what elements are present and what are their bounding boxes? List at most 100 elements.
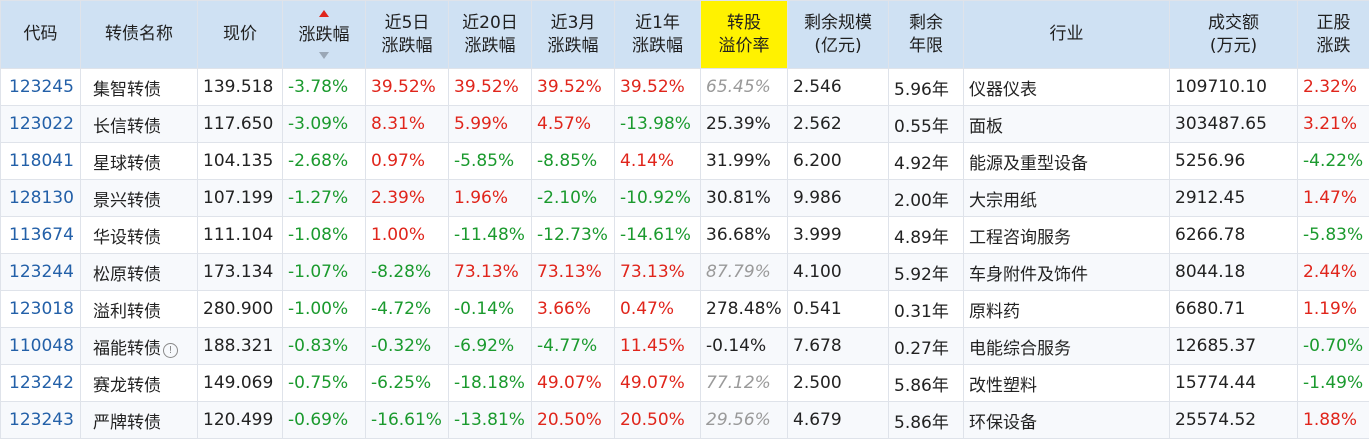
turnover-cell-text: 109710.10: [1175, 77, 1267, 97]
table-row[interactable]: 123243 严牌转债 120.499 -0.69% -16.61% -13.81% 20.…: [0, 401, 1369, 439]
bond-name-cell[interactable]: 松原转债: [80, 253, 198, 291]
col-header-change[interactable]: 涨跌幅: [282, 0, 366, 69]
col-header-scale[interactable]: 剩余规模 (亿元): [787, 0, 889, 69]
table-row[interactable]: 123022 长信转债 117.650 -3.09% 8.31% 5.99% 4.57% -1…: [0, 105, 1369, 143]
chg20d-cell: 5.99%: [448, 105, 532, 143]
sort-up-arrow-icon: [319, 10, 329, 17]
scale-cell: 3.999: [787, 216, 889, 254]
industry-cell-text: 能源及重型设备: [969, 153, 1088, 174]
col-header-code[interactable]: 代码: [0, 0, 81, 69]
price-cell: 107.199: [197, 179, 283, 217]
sort-down-arrow-icon: [319, 52, 329, 59]
industry-cell: 环保设备: [963, 401, 1170, 439]
change-cell: -1.00%: [282, 290, 366, 328]
col-header-price[interactable]: 现价: [197, 0, 283, 69]
bond-name-cell-text: 华设转债: [93, 227, 161, 248]
chg3m-cell-text: 73.13%: [537, 262, 602, 282]
bond-name-cell[interactable]: 福能转债!: [80, 327, 198, 365]
chg3m-cell: -4.77%: [531, 327, 615, 365]
chg1y-cell-text: 20.50%: [620, 410, 685, 430]
bond-code-cell[interactable]: 123244: [0, 253, 81, 291]
turnover-cell-text: 5256.96: [1175, 151, 1246, 171]
table-row[interactable]: 113674 华设转债 111.104 -1.08% 1.00% -11.48% -12.7…: [0, 216, 1369, 254]
turnover-cell: 6680.71: [1169, 290, 1298, 328]
price-cell: 117.650: [197, 105, 283, 143]
bond-code-cell[interactable]: 128130: [0, 179, 81, 217]
price-cell-text: 107.199: [203, 188, 274, 208]
chg1y-cell-text: 4.14%: [620, 151, 675, 171]
header-row: 代码 转债名称 现价 涨跌幅 近5日 涨跌幅 近20日 涨跌幅 近3月 涨跌幅 近1年…: [0, 0, 1369, 69]
bond-name-cell[interactable]: 集智转债: [80, 68, 198, 106]
turnover-cell-text: 6266.78: [1175, 225, 1246, 245]
table-row[interactable]: 128130 景兴转债 107.199 -1.27% 2.39% 1.96% -2.10% -…: [0, 179, 1369, 217]
stock-change-cell: 3.21%: [1297, 105, 1369, 143]
chg20d-cell-text: -13.81%: [454, 410, 525, 430]
col-header-chg5d[interactable]: 近5日 涨跌幅: [365, 0, 449, 69]
col-header-chg20d[interactable]: 近20日 涨跌幅: [448, 0, 532, 69]
table-row[interactable]: 123245 集智转债 139.518 -3.78% 39.52% 39.52% 39.52…: [0, 68, 1369, 106]
bond-code-cell[interactable]: 123022: [0, 105, 81, 143]
chg1y-cell: 20.50%: [614, 401, 701, 439]
bond-code-cell[interactable]: 123018: [0, 290, 81, 328]
chg20d-cell: -18.18%: [448, 364, 532, 402]
bond-code-cell[interactable]: 118041: [0, 142, 81, 180]
scale-cell-text: 0.541: [793, 299, 842, 319]
col-header-turnover[interactable]: 成交额 (万元): [1169, 0, 1298, 69]
premium-cell: -0.14%: [700, 327, 788, 365]
chg20d-cell: -0.14%: [448, 290, 532, 328]
term-cell: 4.89年: [888, 216, 964, 254]
sort-indicator[interactable]: 涨跌幅: [299, 10, 350, 59]
turnover-cell: 2912.45: [1169, 179, 1298, 217]
change-cell-text: -1.08%: [288, 225, 349, 245]
chg20d-cell-text: -5.85%: [454, 151, 515, 171]
industry-cell-text: 仪器仪表: [969, 79, 1037, 100]
chg5d-cell-text: 8.31%: [371, 114, 426, 134]
col-header-premium[interactable]: 转股 溢价率: [700, 0, 788, 69]
bond-code-cell[interactable]: 123243: [0, 401, 81, 439]
table-row[interactable]: 123242 赛龙转债 149.069 -0.75% -6.25% -18.18% 49.0…: [0, 364, 1369, 402]
price-cell-text: 117.650: [203, 114, 274, 134]
term-cell: 0.55年: [888, 105, 964, 143]
table-row[interactable]: 123018 溢利转债 280.900 -1.00% -4.72% -0.14% 3.66%…: [0, 290, 1369, 328]
chg5d-cell-text: 39.52%: [371, 77, 436, 97]
chg20d-cell-text: -11.48%: [454, 225, 525, 245]
chg3m-cell-text: -8.85%: [537, 151, 598, 171]
bond-name-cell[interactable]: 溢利转债: [80, 290, 198, 328]
bond-code-cell[interactable]: 123245: [0, 68, 81, 106]
bond-name-cell[interactable]: 长信转债: [80, 105, 198, 143]
chg20d-cell-text: 5.99%: [454, 114, 509, 134]
col-header-industry[interactable]: 行业: [963, 0, 1170, 69]
bond-name-cell[interactable]: 赛龙转债: [80, 364, 198, 402]
chg1y-cell-text: 49.07%: [620, 373, 685, 393]
table-row[interactable]: 123244 松原转债 173.134 -1.07% -8.28% 73.13% 73.13…: [0, 253, 1369, 291]
bond-code-cell[interactable]: 113674: [0, 216, 81, 254]
term-cell-text: 5.86年: [894, 412, 949, 433]
price-cell-text: 149.069: [203, 373, 274, 393]
bond-code-cell[interactable]: 110048: [0, 327, 81, 365]
bond-code-cell-text: 123244: [9, 262, 74, 282]
chg1y-cell-text: 73.13%: [620, 262, 685, 282]
term-cell-text: 4.89年: [894, 227, 949, 248]
table-row[interactable]: 110048 福能转债! 188.321 -0.83% -0.32% -6.92% -4.7…: [0, 327, 1369, 365]
chg1y-cell: 0.47%: [614, 290, 701, 328]
bond-name-cell[interactable]: 星球转债: [80, 142, 198, 180]
col-header-stock-change[interactable]: 正股 涨跌: [1297, 0, 1369, 69]
chg1y-cell-text: 39.52%: [620, 77, 685, 97]
col-header-name[interactable]: 转债名称: [80, 0, 198, 69]
col-header-term[interactable]: 剩余 年限: [888, 0, 964, 69]
scale-cell-text: 4.100: [793, 262, 842, 282]
bond-name-cell[interactable]: 华设转债: [80, 216, 198, 254]
bond-name-cell[interactable]: 景兴转债: [80, 179, 198, 217]
chg3m-cell: 3.66%: [531, 290, 615, 328]
table-row[interactable]: 118041 星球转债 104.135 -2.68% 0.97% -5.85% -8.85%…: [0, 142, 1369, 180]
change-cell-text: -1.00%: [288, 299, 349, 319]
info-icon[interactable]: !: [163, 342, 178, 358]
col-header-chg3m[interactable]: 近3月 涨跌幅: [531, 0, 615, 69]
premium-cell-text: 65.45%: [706, 77, 771, 97]
bond-name-cell[interactable]: 严牌转债: [80, 401, 198, 439]
chg20d-cell: -11.48%: [448, 216, 532, 254]
col-header-chg1y[interactable]: 近1年 涨跌幅: [614, 0, 701, 69]
bond-code-cell[interactable]: 123242: [0, 364, 81, 402]
scale-cell: 7.678: [787, 327, 889, 365]
turnover-cell-text: 303487.65: [1175, 114, 1267, 134]
